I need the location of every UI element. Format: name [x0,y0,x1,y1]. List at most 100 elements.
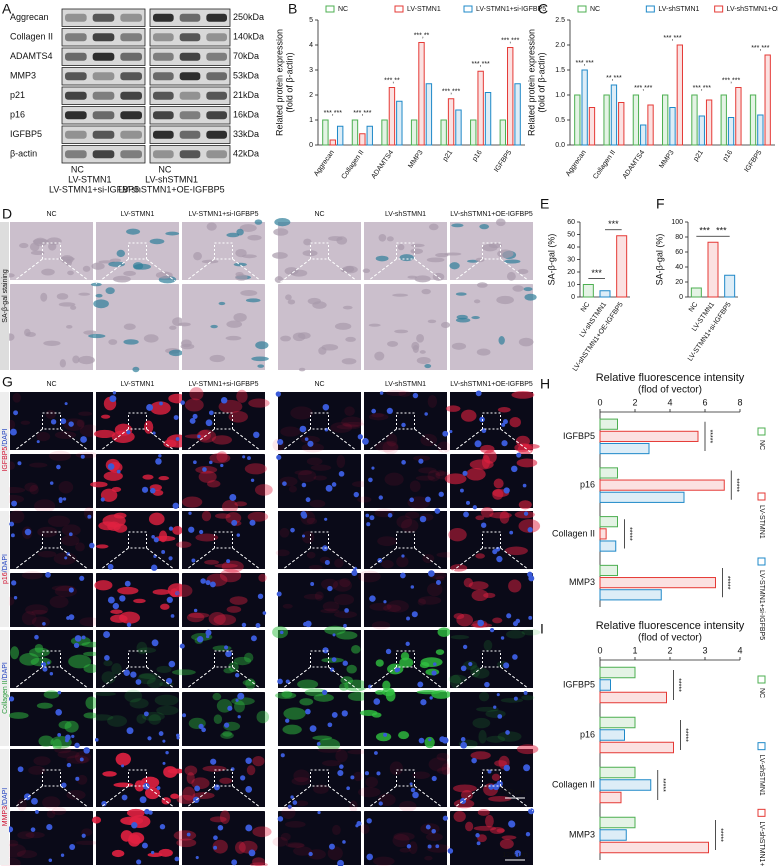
zoom-box [42,242,61,260]
cell-signal [521,629,541,636]
nucleus [235,698,239,702]
band [179,52,201,61]
cell-signal [228,661,239,673]
zoom-box [42,412,61,430]
significance: ***,*** [751,45,770,52]
nucleus [346,786,350,791]
y-tick-label: IGFBP5 [563,679,595,689]
cell [66,325,73,329]
zoom-line [363,547,397,574]
cell [375,255,389,262]
nucleus [276,591,282,597]
nucleus [75,776,80,781]
nucleus [104,655,110,661]
column-label: NC [46,381,56,388]
nucleus [209,581,216,588]
cell-signal [208,612,226,626]
nucleus [503,662,510,669]
nucleus [527,527,533,533]
cell-signal [214,563,238,568]
bar [691,94,698,146]
y-tick-label: MMP3 [569,577,595,587]
nucleus [42,666,48,672]
cell [411,341,420,351]
nucleus [68,614,75,621]
nucleus [497,714,503,719]
cell-signal [409,480,421,493]
cell-signal [521,695,535,701]
nucleus [159,401,163,406]
nucleus [255,622,261,628]
legend-label: LV-shSTMN1 [758,755,765,796]
cell-signal [182,786,196,801]
panel-label: G [2,374,13,390]
band [65,72,87,81]
zoom-box [310,531,329,549]
nucleus [332,633,336,637]
band [153,13,174,22]
cell-signal [229,596,248,605]
nucleus [280,753,285,758]
cell-signal [306,551,316,559]
cell-signal [518,500,532,510]
nucleus [277,438,284,445]
cell [93,299,109,309]
column-label: LV-STMN1+si-IGFBP5 [188,211,258,218]
cell-signal [339,578,351,588]
nucleus [331,657,337,663]
cell-signal [290,406,313,420]
nucleus [431,828,436,834]
cell-signal [61,524,81,536]
nucleus [477,619,482,625]
cell-signal [501,835,517,840]
nucleus [209,460,213,465]
cell [374,351,385,361]
stain-image [182,284,265,370]
nucleus [220,463,224,468]
legend-label: LV-shSTMN1 [658,6,699,13]
column-label: LV-STMN1 [121,381,155,388]
legend-label: LV-STMN1+si-IGFBP5 [476,6,546,13]
nucleus [410,787,416,793]
cell-signal [344,406,355,416]
cell-signal [124,689,143,703]
cell-signal [188,612,210,618]
cell-signal [358,570,381,583]
nucleus [276,454,282,460]
y-tick-label: 80 [675,234,683,241]
nucleus [159,824,166,830]
nucleus [379,391,384,395]
cell-signal [425,832,443,842]
nucleus [198,723,204,730]
cell-signal [234,501,247,507]
band [179,33,201,42]
x-tick-label: Collagen II [592,149,617,180]
nucleus [429,696,433,700]
cell-signal [219,810,230,824]
cell-signal [418,467,437,474]
nucleus [162,761,166,765]
nucleus [287,804,292,809]
bar [676,44,683,146]
cell-signal [202,765,227,772]
cell [456,314,468,320]
nucleus [502,419,508,425]
nucleus [162,739,166,743]
y-tick-label: 60 [675,249,683,256]
bar [599,479,725,491]
nucleus [126,622,132,628]
nucleus [468,661,473,667]
zoom-line [232,785,266,812]
nucleus [304,437,309,441]
cell-signal [304,688,328,697]
cell [155,271,173,279]
cell [40,292,48,302]
cell-signal [408,841,418,855]
bar [388,87,396,146]
cell-signal [29,462,48,468]
zoom-box [310,242,329,260]
zoom-line [232,428,266,455]
lane-label: LV-shSTMN1+OE-IGFBP5 [119,184,225,194]
size-label: 16kDa [233,110,259,120]
cell [280,335,292,342]
